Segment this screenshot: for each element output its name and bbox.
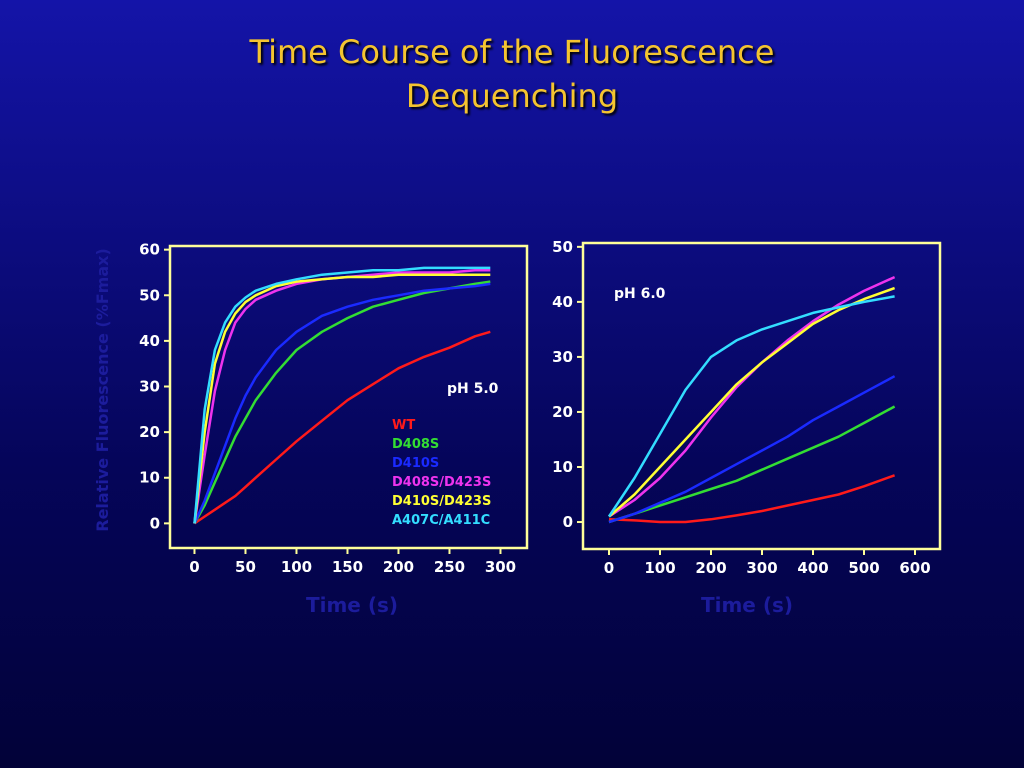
series-line: [608, 405, 896, 524]
y-tick-label: 0: [563, 513, 573, 531]
y-tick-label: 40: [139, 332, 160, 350]
y-tick-label: 10: [139, 469, 160, 487]
legend-entry: D408S: [392, 437, 439, 452]
annotation: pH 6.0: [614, 286, 666, 302]
series-line: [193, 282, 491, 524]
x-tick-label: 100: [644, 559, 675, 577]
y-tick-label: 50: [552, 238, 573, 256]
x-tick-label: 50: [235, 558, 256, 576]
x-tick-label: 250: [434, 558, 465, 576]
legend-entry: A407C/A411C: [392, 513, 490, 528]
x-tick-label: 500: [848, 559, 879, 577]
slide-title: Time Course of the Fluorescence Dequench…: [249, 33, 775, 115]
series-line: [608, 474, 896, 524]
y-axis-label: Relative Fluorescence (%Fmax): [93, 248, 112, 532]
series-line: [193, 268, 491, 524]
y-tick-label: 40: [552, 293, 573, 311]
series-line: [608, 286, 896, 518]
annotation: pH 5.0: [447, 381, 499, 397]
legend-entry: WT: [392, 418, 415, 433]
x-tick-label: 0: [189, 558, 199, 576]
series-line: [193, 280, 491, 525]
x-tick-label: 200: [383, 558, 414, 576]
x-tick-label: 400: [797, 559, 828, 577]
legend-entry: D408S/D423S: [392, 475, 491, 490]
x-tick-label: 300: [746, 559, 777, 577]
x-tick-label: 200: [695, 559, 726, 577]
y-tick-label: 20: [139, 423, 160, 441]
y-tick-label: 60: [139, 241, 160, 259]
series-line: [193, 273, 491, 524]
series-line: [193, 266, 491, 524]
x-tick-label: 0: [604, 559, 614, 577]
y-tick-label: 10: [552, 458, 573, 476]
series-line: [608, 275, 896, 518]
series-line: [193, 330, 491, 525]
y-tick-label: 0: [150, 514, 160, 532]
x-axis-label: Time (s): [306, 593, 398, 617]
y-tick-label: 50: [139, 286, 160, 304]
x-tick-label: 300: [485, 558, 516, 576]
x-tick-label: 600: [899, 559, 930, 577]
x-tick-label: 150: [332, 558, 363, 576]
legend-entry: D410S/D423S: [392, 494, 491, 509]
y-tick-label: 30: [552, 348, 573, 366]
y-tick-label: 30: [139, 378, 160, 396]
legend-entry: D410S: [392, 456, 439, 471]
plot-frame: [168, 244, 529, 550]
x-tick-label: 100: [281, 558, 312, 576]
y-tick-label: 20: [552, 403, 573, 421]
series-line: [608, 375, 896, 524]
series-line: [607, 295, 895, 518]
x-axis-label: Time (s): [701, 593, 793, 617]
